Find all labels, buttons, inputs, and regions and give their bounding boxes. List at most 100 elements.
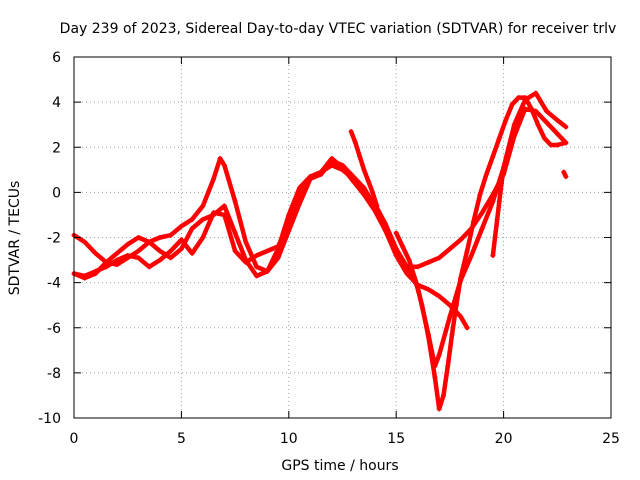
data-point <box>393 253 399 259</box>
data-point <box>329 162 335 168</box>
series-trace <box>71 156 470 331</box>
data-point <box>307 176 313 182</box>
data-point <box>114 250 120 256</box>
y-tick-label: -2 <box>47 231 61 247</box>
data-point <box>449 332 455 338</box>
y-tick-label: -6 <box>47 321 61 337</box>
series-trace <box>393 95 569 412</box>
data-point <box>501 165 507 171</box>
data-point <box>254 253 260 259</box>
data-point <box>496 135 502 141</box>
data-point <box>157 257 163 263</box>
data-point <box>415 264 421 270</box>
data-point <box>135 248 141 254</box>
data-point <box>243 239 249 245</box>
y-tick-label: -8 <box>47 366 61 382</box>
data-point <box>372 207 378 213</box>
y-tick-label: 2 <box>52 140 61 156</box>
data-point <box>221 203 227 209</box>
x-tick-label: 25 <box>602 431 620 447</box>
data-point <box>168 248 174 254</box>
y-tick-label: 0 <box>52 185 61 201</box>
data-point <box>357 153 363 159</box>
data-point <box>445 363 451 369</box>
data-point <box>168 232 174 238</box>
data-point <box>157 235 163 240</box>
x-axis-label: GPS time / hours <box>281 458 398 474</box>
data-point <box>453 302 459 308</box>
data-point <box>168 255 174 261</box>
data-point <box>483 171 489 177</box>
data-point <box>329 156 335 162</box>
series-track-4 <box>393 95 569 412</box>
data-point <box>340 165 345 171</box>
data-point <box>544 119 550 125</box>
data-point <box>382 228 388 234</box>
data-point <box>297 185 303 191</box>
data-point <box>200 203 206 209</box>
data-point <box>563 124 569 130</box>
series-track-7 <box>561 169 569 180</box>
data-point <box>370 189 376 195</box>
data-point <box>535 122 541 128</box>
data-point <box>217 156 223 162</box>
data-point <box>243 259 249 265</box>
grid-layer <box>74 57 611 418</box>
data-point <box>477 192 483 198</box>
data-point <box>458 275 464 281</box>
data-point <box>103 259 109 265</box>
data-point <box>135 255 141 261</box>
data-point <box>352 140 358 146</box>
y-axis-label: SDTVAR / TECUs <box>7 181 23 296</box>
data-point <box>440 392 446 398</box>
data-point <box>211 176 217 182</box>
data-point <box>425 259 431 265</box>
data-point <box>511 122 517 128</box>
series-track-6 <box>490 165 507 259</box>
data-point <box>544 108 550 114</box>
data-point <box>114 257 120 263</box>
data-point <box>232 198 238 204</box>
data-point <box>498 180 504 186</box>
chart-title: Day 239 of 2023, Sidereal Day-to-day VTE… <box>60 21 617 37</box>
series-trace <box>490 165 506 258</box>
data-point <box>264 248 270 254</box>
data-point <box>135 235 141 240</box>
data-point <box>275 255 281 261</box>
tick-layer: 0 5 10 15 20 25 -10 -8 -6 -4 -2 0 2 4 6 <box>38 50 620 447</box>
data-point <box>286 221 292 227</box>
y-tick-label: 6 <box>52 50 61 66</box>
data-point <box>458 313 464 319</box>
data-point <box>146 264 152 270</box>
data-point <box>361 192 367 198</box>
data-point <box>503 117 509 123</box>
data-point <box>361 167 367 173</box>
data-point <box>425 334 431 340</box>
data-point <box>533 90 539 96</box>
data-point <box>447 313 453 319</box>
x-tick-label: 10 <box>280 431 298 447</box>
data-point <box>92 250 98 256</box>
data-point <box>232 230 238 236</box>
data-point <box>419 302 425 308</box>
y-tick-label: 4 <box>52 95 61 111</box>
data-point <box>554 117 560 123</box>
data-point <box>146 239 152 245</box>
data-point <box>221 212 227 218</box>
data-point <box>516 95 522 101</box>
data-point <box>82 239 88 245</box>
data-point <box>509 101 515 107</box>
data-point <box>413 277 419 283</box>
data-point <box>92 268 98 274</box>
data-point <box>447 246 453 252</box>
data-point <box>348 128 354 134</box>
data-point <box>529 106 535 112</box>
data-point <box>447 302 453 308</box>
data-point <box>436 255 442 261</box>
data-point <box>125 241 131 247</box>
x-tick-label: 20 <box>495 431 513 447</box>
data-point <box>563 174 569 180</box>
data-point <box>468 253 474 259</box>
data-point <box>157 248 163 254</box>
data-point <box>232 248 238 254</box>
